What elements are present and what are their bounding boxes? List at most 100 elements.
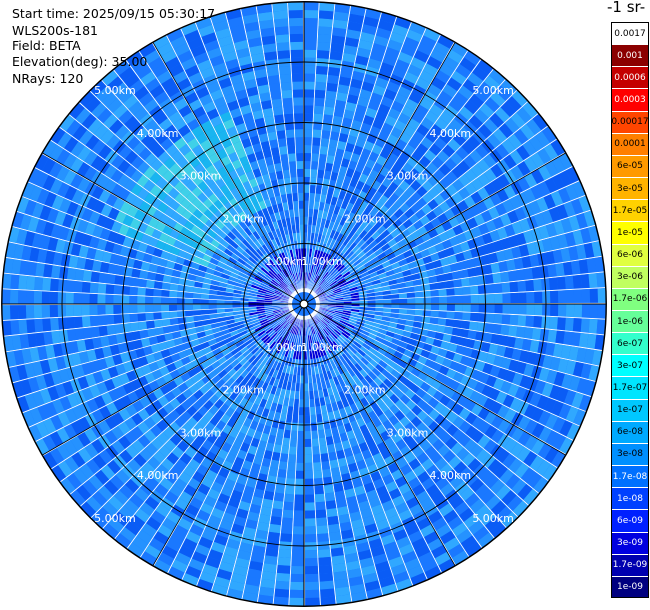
range-gate-cell (170, 352, 181, 363)
range-gate-cell (209, 318, 219, 324)
range-gate-cell (176, 156, 189, 169)
range-gate-cell (274, 484, 285, 494)
range-gate-cell (152, 63, 168, 78)
range-gate-cell (347, 503, 360, 514)
range-gate-cell (177, 517, 193, 531)
range-gate-cell (422, 343, 433, 352)
range-label: 5.00km (472, 512, 514, 525)
range-gate-cell (19, 214, 32, 230)
range-gate-cell (503, 346, 514, 359)
range-gate-cell (94, 469, 110, 485)
range-gate-cell (97, 108, 113, 124)
colorbar-cell: 6e-06 (612, 244, 648, 267)
range-gate-cell (245, 275, 255, 282)
range-gate-cell (228, 344, 238, 352)
range-gate-cell (252, 321, 261, 327)
range-gate-cell (351, 518, 364, 530)
range-gate-cell (137, 312, 146, 322)
range-gate-cell (239, 173, 249, 184)
range-gate-cell (180, 226, 191, 237)
range-gate-cell (591, 241, 603, 257)
range-gate-cell (252, 168, 262, 178)
range-gate-cell (484, 323, 494, 334)
range-gate-cell (102, 501, 118, 517)
range-gate-cell (408, 477, 421, 490)
range-gate-cell (279, 145, 288, 155)
range-gate-cell (291, 358, 296, 367)
range-gate-cell (312, 129, 322, 138)
range-gate-cell (195, 86, 210, 99)
range-gate-cell (230, 252, 240, 261)
range-gate-cell (578, 259, 589, 274)
range-gate-cell (135, 127, 150, 142)
range-gate-cell (182, 538, 198, 551)
range-gate-cell (92, 490, 108, 507)
range-gate-cell (360, 387, 370, 398)
range-gate-cell (389, 317, 399, 324)
range-gate-cell (550, 139, 565, 156)
range-gate-cell (279, 412, 287, 422)
range-gate-cell (429, 143, 442, 156)
range-gate-cell (51, 465, 67, 482)
range-gate-cell (234, 320, 244, 327)
range-gate-cell (278, 337, 285, 346)
range-gate-cell (187, 273, 197, 281)
range-gate-cell (459, 328, 469, 339)
range-gate-cell (290, 49, 303, 58)
range-gate-cell (288, 315, 294, 323)
range-gate-cell (65, 280, 75, 292)
range-gate-cell (39, 359, 51, 374)
range-gate-cell (49, 161, 63, 178)
range-gate-cell (162, 414, 175, 427)
range-gate-cell (424, 262, 435, 271)
range-gate-cell (139, 329, 149, 339)
range-gate-cell (36, 188, 50, 205)
range-gate-cell (321, 329, 328, 338)
range-gate-cell (325, 162, 334, 172)
range-gate-cell (174, 43, 190, 57)
range-gate-cell (269, 139, 279, 149)
range-gate-cell (326, 294, 335, 298)
range-gate-cell (235, 89, 248, 100)
range-gate-cell (351, 304, 360, 307)
range-gate-cell (117, 342, 128, 354)
range-gate-cell (470, 191, 483, 204)
range-gate-cell (459, 221, 471, 233)
range-gate-cell (536, 197, 549, 212)
range-gate-cell (452, 132, 467, 146)
range-gate-cell (151, 228, 163, 240)
range-gate-cell (530, 152, 545, 168)
range-gate-cell (351, 308, 360, 313)
range-gate-cell (232, 300, 241, 304)
range-gate-cell (516, 326, 526, 338)
range-gate-cell (159, 384, 171, 395)
range-gate-cell (315, 509, 327, 519)
range-gate-cell (371, 144, 383, 155)
range-gate-cell (346, 323, 355, 330)
range-gate-cell (325, 289, 333, 295)
range-gate-cell (355, 226, 364, 236)
range-gate-cell (329, 280, 338, 287)
range-gate-cell (213, 455, 225, 467)
range-gate-cell (376, 155, 387, 167)
range-gate-cell (534, 291, 543, 304)
range-gate-cell (248, 354, 257, 364)
range-gate-cell (471, 369, 483, 381)
range-gate-cell (533, 316, 543, 328)
range-gate-cell (356, 390, 365, 401)
range-gate-cell (333, 359, 340, 368)
range-gate-cell (184, 64, 200, 78)
range-gate-cell (112, 82, 129, 98)
range-gate-cell (181, 22, 198, 36)
range-gate-cell (524, 172, 538, 188)
range-gate-cell (363, 73, 377, 85)
range-gate-cell (145, 288, 154, 297)
range-gate-cell (370, 275, 380, 282)
range-gate-cell (107, 334, 118, 346)
range-gate-cell (398, 287, 407, 294)
range-gate-cell (121, 304, 130, 314)
range-gate-cell (276, 316, 285, 322)
range-gate-cell (309, 184, 316, 194)
range-gate-cell (304, 49, 317, 58)
range-gate-cell (407, 565, 424, 579)
